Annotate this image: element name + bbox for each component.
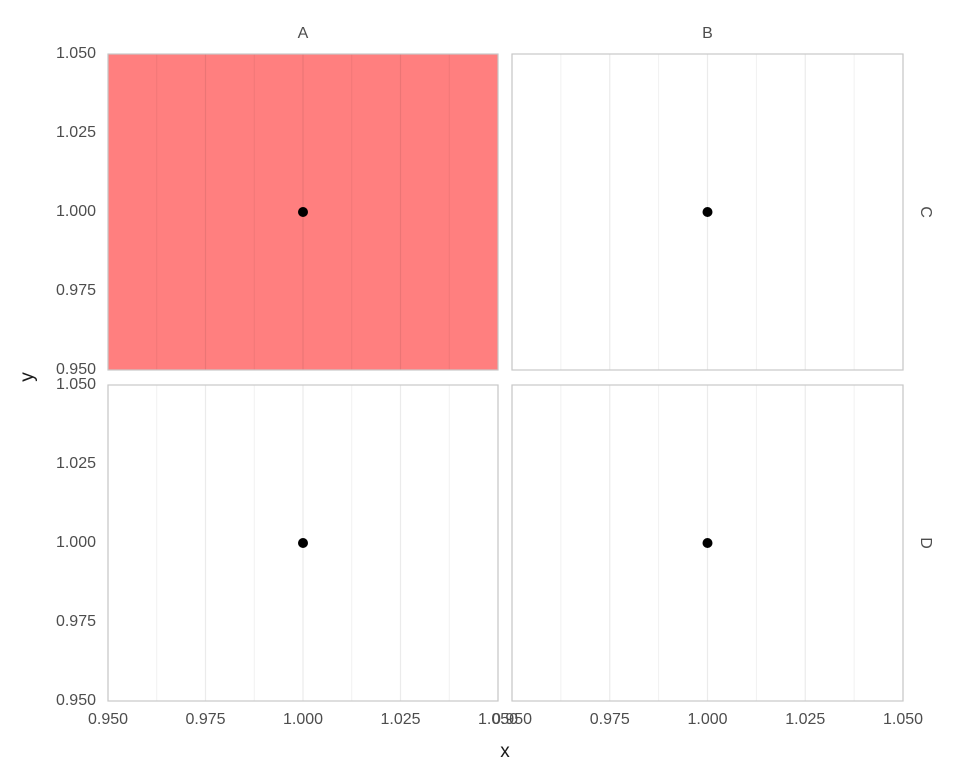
y-tick-label: 1.000 [56, 534, 96, 551]
x-tick-label: 1.025 [380, 711, 420, 728]
point [298, 538, 308, 548]
y-tick-label: 0.950 [56, 692, 96, 709]
x-tick-label: 1.000 [283, 711, 323, 728]
panel-border [511, 53, 904, 371]
x-tick-label: 1.050 [478, 711, 518, 728]
facet-row-label: C [917, 206, 934, 218]
panel-border [511, 384, 904, 702]
y-tick-label: 0.975 [56, 282, 96, 299]
y-tick-label: 0.950 [56, 361, 96, 378]
y-tick-label: 1.025 [56, 124, 96, 141]
x-tick-label: 0.975 [590, 711, 630, 728]
y-tick-label: 1.025 [56, 455, 96, 472]
x-tick-label: 1.025 [785, 711, 825, 728]
x-tick-label: 0.950 [88, 711, 128, 728]
y-tick-label: 0.975 [56, 613, 96, 630]
facet-column-label: B [702, 25, 713, 42]
panel-border [107, 53, 499, 371]
y-tick-label: 1.000 [56, 203, 96, 220]
point [298, 207, 308, 217]
x-tick-label: 0.975 [185, 711, 225, 728]
x-tick-label: 1.000 [687, 711, 727, 728]
facet-row-label: D [917, 537, 934, 549]
y-axis-title: y [17, 372, 38, 382]
x-axis-title: x [500, 741, 510, 762]
panel-border [107, 384, 499, 702]
y-tick-label: 1.050 [56, 45, 96, 62]
y-tick-label: 1.050 [56, 376, 96, 393]
point [702, 538, 713, 548]
x-tick-label: 0.950 [492, 711, 532, 728]
facet-column-label: A [298, 25, 309, 42]
x-tick-label: 1.050 [883, 711, 923, 728]
point [702, 207, 713, 217]
